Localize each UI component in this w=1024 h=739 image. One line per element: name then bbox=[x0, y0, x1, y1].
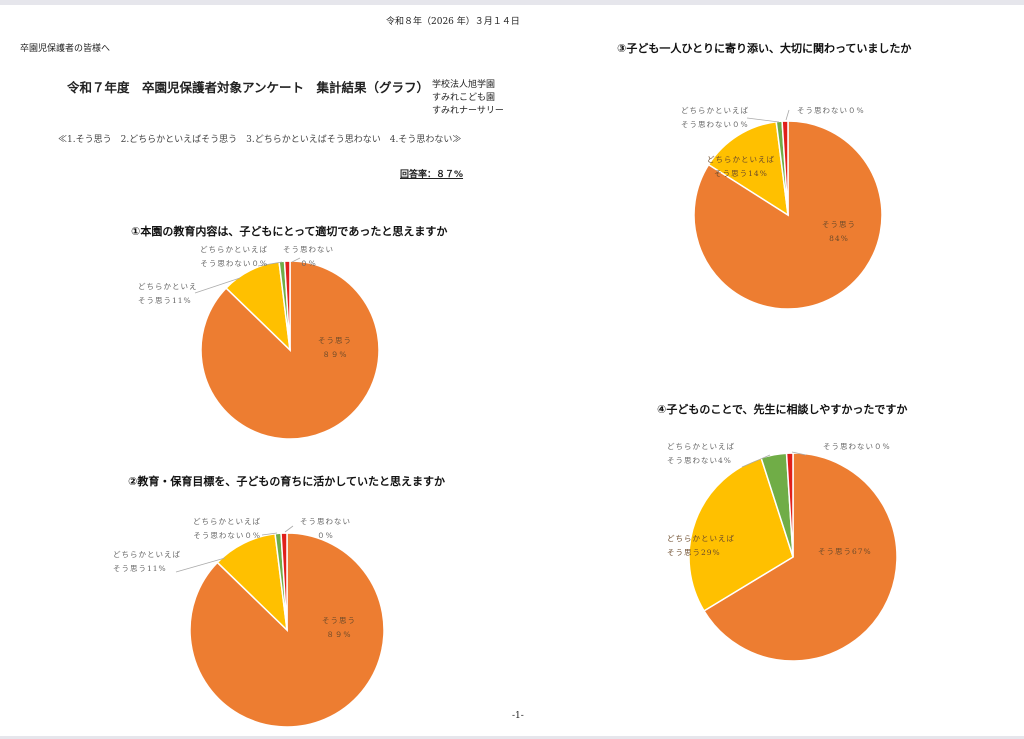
chart-1-label-agree: そう思う ８９% bbox=[318, 336, 352, 359]
document-title: 令和７年度 卒園児保護者対象アンケート 集計結果（グラフ） bbox=[67, 80, 430, 95]
answer-scale: ≪1.そう思う 2.どちらかといえばそう思う 3.どちらかといえばそう思わない … bbox=[58, 135, 462, 145]
pie-slice-2 bbox=[216, 532, 289, 633]
viewer-bottom-bar bbox=[0, 736, 1024, 739]
pie-slice-4 bbox=[785, 452, 794, 558]
org-line: 学校法人旭学園 bbox=[432, 80, 496, 90]
chart-1-title: ①本園の教育内容は、子どもにとって適切であったと思えますか bbox=[131, 225, 448, 238]
viewer-top-bar bbox=[0, 0, 1024, 5]
leader-line bbox=[284, 525, 294, 533]
chart-2-label-disagree-somewhat: どちらかといえば そう思わない０% bbox=[193, 517, 261, 540]
leader-line bbox=[785, 109, 790, 121]
pie-chart-3 bbox=[693, 109, 883, 310]
leader-line bbox=[291, 257, 301, 263]
chart-3-label-agree: そう思う 84% bbox=[822, 220, 856, 243]
chart-2-label-agree: そう思う ８９% bbox=[322, 616, 356, 639]
chart-1-label-agree-somewhat: どちらかといえ そう思う11% bbox=[138, 282, 198, 305]
pie-slice-4 bbox=[280, 532, 288, 631]
leader-line bbox=[746, 117, 780, 123]
chart-4-label-agree: そう思う67% bbox=[818, 547, 872, 556]
pie-chart-1 bbox=[194, 257, 380, 440]
pie-slice-1 bbox=[702, 452, 898, 662]
chart-3-label-agree-somewhat: どちらかといえば そう思う14% bbox=[707, 155, 775, 178]
chart-4-label-disagree-somewhat: どちらかといえば そう思わない4% bbox=[667, 442, 735, 465]
pie-slice-2 bbox=[688, 457, 794, 612]
chart-1-label-disagree: そう思わない ０% bbox=[283, 245, 334, 268]
leader-line bbox=[194, 277, 241, 294]
chart-1-label-disagree-somewhat: どちらかといえば そう思わない０% bbox=[200, 245, 268, 268]
chart-4-label-disagree: そう思わない０% bbox=[823, 442, 891, 451]
pie-chart-4 bbox=[688, 451, 898, 662]
chart-3-title: ③子ども一人ひとりに寄り添い、大切に関わっていましたか bbox=[617, 42, 912, 55]
chart-4-title: ④子どものことで、先生に相談しやすかったですか bbox=[657, 403, 908, 416]
pie-slice-4 bbox=[283, 260, 291, 351]
page-number: -1- bbox=[512, 711, 524, 721]
org-line: すみれこども園 bbox=[432, 93, 496, 103]
pie-chart-2 bbox=[175, 525, 385, 728]
chart-2-label-disagree: そう思わない ０% bbox=[300, 517, 351, 540]
organization: 学校法人旭学園 すみれこども園 すみれナーサリー bbox=[432, 79, 504, 118]
chart-2-title: ②教育・保育目標を、子どもの育ちに活かしていたと思えますか bbox=[128, 475, 445, 488]
org-line: すみれナーサリー bbox=[432, 106, 504, 116]
leader-line bbox=[741, 454, 771, 468]
leader-line bbox=[791, 451, 807, 456]
pie-slice-2 bbox=[707, 120, 789, 217]
chart-2-label-agree-somewhat: どちらかといえば そう思う11% bbox=[113, 550, 181, 573]
leader-line bbox=[257, 261, 283, 267]
chart-3-label-disagree-somewhat: どちらかといえば そう思わない０% bbox=[681, 106, 749, 129]
addressee: 卒園児保護者の皆様へ bbox=[20, 44, 111, 54]
leader-line bbox=[261, 532, 278, 536]
chart-4-label-agree-somewhat: どちらかといえば そう思う29% bbox=[667, 534, 735, 557]
response-rate: 回答率：８７% bbox=[400, 170, 464, 180]
pie-slice-4 bbox=[781, 120, 789, 216]
leader-line bbox=[175, 557, 226, 573]
document-date: 令和８年（2026 年）３月１４日 bbox=[386, 17, 520, 27]
chart-3-label-disagree: そう思わない０% bbox=[797, 106, 865, 115]
